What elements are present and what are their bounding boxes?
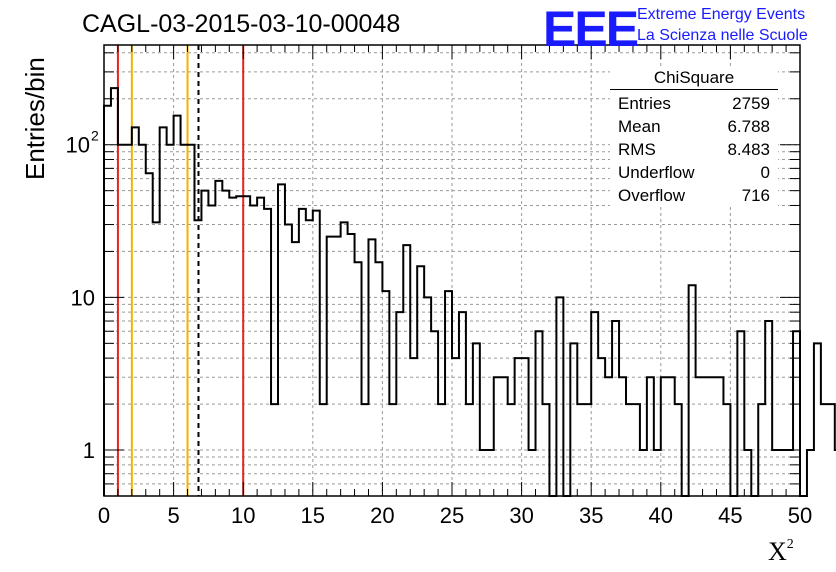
stats-label: Underflow [618, 163, 695, 182]
eee-logo-text: Extreme Energy Events La Scienza nelle S… [637, 4, 808, 46]
logo-line-1: Extreme Energy Events [637, 6, 806, 23]
y-tick-label: 10 [71, 285, 95, 310]
x-tick-label: 0 [98, 503, 110, 528]
stats-row-underflow: Underflow 0 [610, 161, 778, 184]
stats-label: Mean [618, 117, 661, 136]
x-axis-label: X2 [768, 537, 794, 567]
stats-value: 716 [741, 186, 770, 205]
stats-label: RMS [618, 140, 656, 159]
x-tick-label: 40 [649, 503, 673, 528]
x-tick-label: 30 [509, 503, 533, 528]
y-tick-label-sup: 2 [91, 128, 99, 144]
x-tick-label: 20 [370, 503, 394, 528]
x-tick-label: 25 [440, 503, 464, 528]
stats-value: 2759 [732, 94, 770, 113]
stats-value: 6.788 [727, 117, 770, 136]
stats-label: Entries [618, 94, 671, 113]
x-tick-label: 35 [579, 503, 603, 528]
x-axis-label-text: X [768, 537, 787, 566]
y-tick-label: 10 [66, 133, 90, 158]
logo-line-2: La Scienza nelle Scuole [637, 27, 808, 44]
stats-box: ChiSquare Entries 2759 Mean 6.788 RMS 8.483… [610, 68, 778, 207]
stats-row-entries: Entries 2759 [610, 92, 778, 115]
x-tick-label: 10 [231, 503, 255, 528]
reference-lines [116, 45, 245, 496]
eee-logo: EEE [543, 1, 639, 57]
x-tick-label: 5 [167, 503, 179, 528]
x-tick-label: 45 [718, 503, 742, 528]
stats-row-mean: Mean 6.788 [610, 115, 778, 138]
x-axis-label-sup: 2 [786, 537, 794, 552]
stats-value: 0 [760, 163, 770, 182]
stats-title: ChiSquare [610, 68, 778, 90]
y-axis-label: Entries/bin [20, 57, 50, 180]
axis-ticks [103, 45, 801, 497]
x-tick-label: 15 [301, 503, 325, 528]
x-tick-label: 50 [788, 503, 812, 528]
grid [103, 45, 801, 497]
stats-value: 8.483 [727, 140, 770, 159]
chart-title: CAGL-03-2015-03-10-00048 [82, 10, 401, 38]
stats-row-overflow: Overflow 716 [610, 184, 778, 207]
stats-label: Overflow [618, 186, 686, 205]
stats-row-rms: RMS 8.483 [610, 138, 778, 161]
y-tick-label: 1 [83, 438, 95, 463]
